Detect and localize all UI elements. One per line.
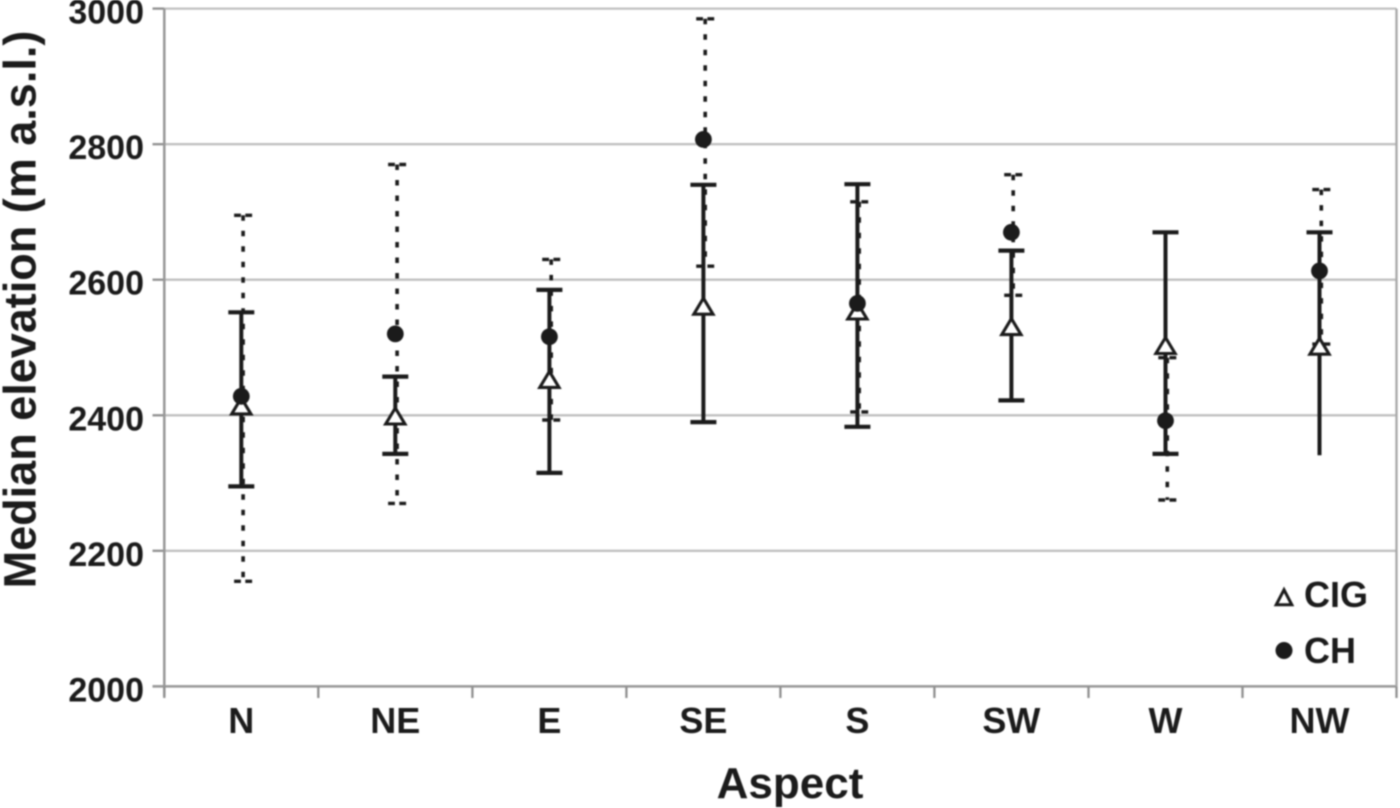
svg-text:SW: SW	[982, 700, 1040, 741]
svg-text:2800: 2800	[68, 129, 144, 167]
svg-text:SE: SE	[679, 700, 727, 741]
svg-text:CH: CH	[1304, 630, 1356, 671]
svg-text:NE: NE	[370, 700, 420, 741]
svg-text:2000: 2000	[68, 671, 144, 709]
svg-text:NW: NW	[1290, 700, 1350, 741]
svg-text:CIG: CIG	[1304, 574, 1368, 615]
svg-text:W: W	[1149, 700, 1183, 741]
svg-text:Aspect: Aspect	[717, 759, 864, 808]
svg-text:S: S	[845, 700, 869, 741]
svg-text:E: E	[537, 700, 561, 741]
svg-text:2400: 2400	[68, 400, 144, 438]
svg-text:N: N	[228, 700, 254, 741]
svg-text:Median elevation (m a.s.l.): Median elevation (m a.s.l.)	[0, 31, 46, 589]
svg-text:2200: 2200	[68, 536, 144, 574]
svg-text:2600: 2600	[68, 265, 144, 303]
svg-text:3000: 3000	[68, 0, 144, 32]
